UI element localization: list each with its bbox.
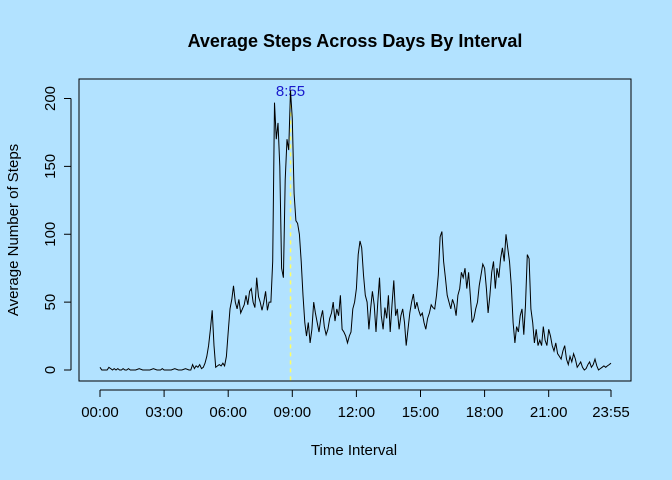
x-tick-label: 21:00 (530, 404, 568, 421)
y-tick-label: 0 (42, 366, 59, 374)
x-tick-label: 23:55 (592, 404, 630, 421)
x-tick-label: 18:00 (466, 404, 504, 421)
y-axis: 0 50 100 150 200 (42, 86, 72, 374)
x-tick-label: 15:00 (402, 404, 440, 421)
y-tick-label: 100 (42, 222, 59, 247)
x-axis: 00:00 03:00 06:00 09:00 12:00 15:00 18:00 21:00… (81, 389, 630, 421)
series-line (99, 90, 612, 371)
x-tick-label: 09:00 (274, 404, 312, 421)
y-tick-label: 150 (42, 154, 59, 179)
x-tick-label: 00:00 (81, 404, 119, 421)
y-tick-label: 200 (42, 86, 59, 111)
y-tick-label: 50 (42, 294, 59, 311)
x-tick-label: 03:00 (145, 404, 183, 421)
y-axis-label: Average Number of Steps (5, 144, 22, 316)
x-tick-label: 12:00 (338, 404, 376, 421)
plot-box (78, 78, 632, 382)
chart-title: Average Steps Across Days By Interval (188, 31, 523, 51)
x-tick-label: 06:00 (209, 404, 247, 421)
x-axis-label: Time Interval (311, 442, 397, 459)
